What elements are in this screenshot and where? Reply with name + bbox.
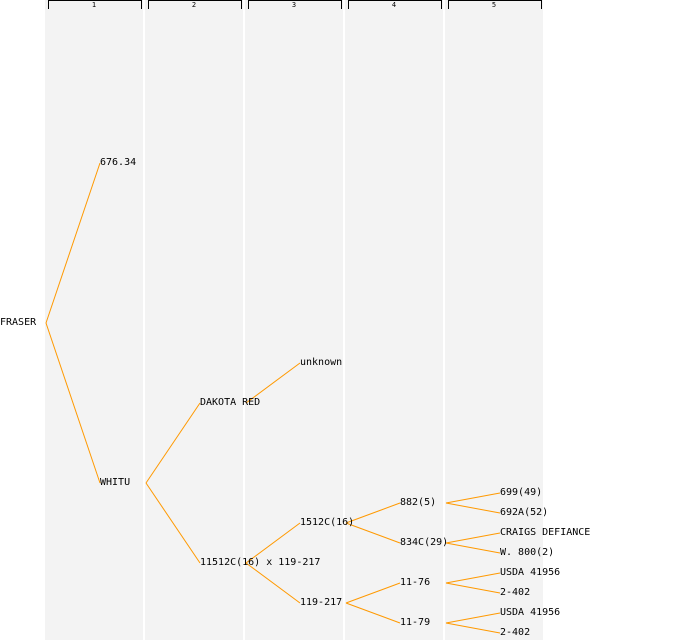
generation-number: 3 xyxy=(291,1,297,9)
generation-column-1 xyxy=(45,0,143,640)
pedigree-edge xyxy=(445,582,501,594)
pedigree-node-gen-1: 676.34 xyxy=(100,157,137,168)
generation-column-4 xyxy=(345,0,443,640)
pedigree-node-gen-0: FRASER xyxy=(0,317,37,328)
pedigree-edge xyxy=(345,582,401,604)
generation-column-5 xyxy=(445,0,543,640)
pedigree-edge xyxy=(145,402,201,484)
pedigree-node-gen-5: CRAIGS DEFIANCE xyxy=(500,527,591,538)
generation-header-bracket xyxy=(248,0,342,9)
pedigree-edge xyxy=(445,542,501,554)
pedigree-edge xyxy=(345,522,401,544)
pedigree-edge xyxy=(445,622,501,634)
pedigree-node-gen-3: unknown xyxy=(300,357,343,368)
generation-number: 5 xyxy=(491,1,497,9)
generation-number: 1 xyxy=(91,1,97,9)
pedigree-edge xyxy=(345,602,401,624)
pedigree-node-gen-5: USDA 41956 xyxy=(500,607,561,618)
pedigree-edge xyxy=(45,162,101,324)
pedigree-node-gen-5: USDA 41956 xyxy=(500,567,561,578)
generation-header-bracket xyxy=(148,0,242,9)
generation-header-bracket xyxy=(48,0,142,9)
generation-column-3 xyxy=(245,0,343,640)
pedigree-node-gen-4: 11-76 xyxy=(400,577,431,588)
pedigree-edge xyxy=(445,532,501,544)
pedigree-node-gen-4: 11-79 xyxy=(400,617,431,628)
pedigree-edge xyxy=(45,322,101,484)
pedigree-edge xyxy=(445,492,501,504)
pedigree-edge xyxy=(445,612,501,624)
pedigree-node-gen-3: 1512C(16) xyxy=(300,517,355,528)
pedigree-node-gen-2: DAKOTA RED xyxy=(200,397,261,408)
pedigree-node-gen-5: 692A(52) xyxy=(500,507,549,518)
pedigree-edge xyxy=(345,502,401,524)
pedigree-node-gen-5: 2-402 xyxy=(500,587,531,598)
pedigree-node-gen-2: 11512C(16) x 119-217 xyxy=(200,557,321,568)
pedigree-edge xyxy=(245,562,301,604)
generation-number: 2 xyxy=(191,1,197,9)
pedigree-edge xyxy=(245,522,301,564)
pedigree-node-gen-1: WHITU xyxy=(100,477,131,488)
pedigree-edge xyxy=(445,572,501,584)
pedigree-node-gen-4: 882(5) xyxy=(400,497,437,508)
pedigree-edge xyxy=(145,482,201,564)
pedigree-node-gen-5: W. 800(2) xyxy=(500,547,555,558)
pedigree-node-gen-5: 2-402 xyxy=(500,627,531,638)
generation-header-bracket xyxy=(348,0,442,9)
pedigree-node-gen-4: 834C(29) xyxy=(400,537,449,548)
generation-header-bracket xyxy=(448,0,542,9)
pedigree-node-gen-3: 119-217 xyxy=(300,597,343,608)
pedigree-node-gen-5: 699(49) xyxy=(500,487,543,498)
generation-column-2 xyxy=(145,0,243,640)
pedigree-edge xyxy=(245,362,301,404)
generation-number: 4 xyxy=(391,1,397,9)
pedigree-edge xyxy=(445,502,501,514)
